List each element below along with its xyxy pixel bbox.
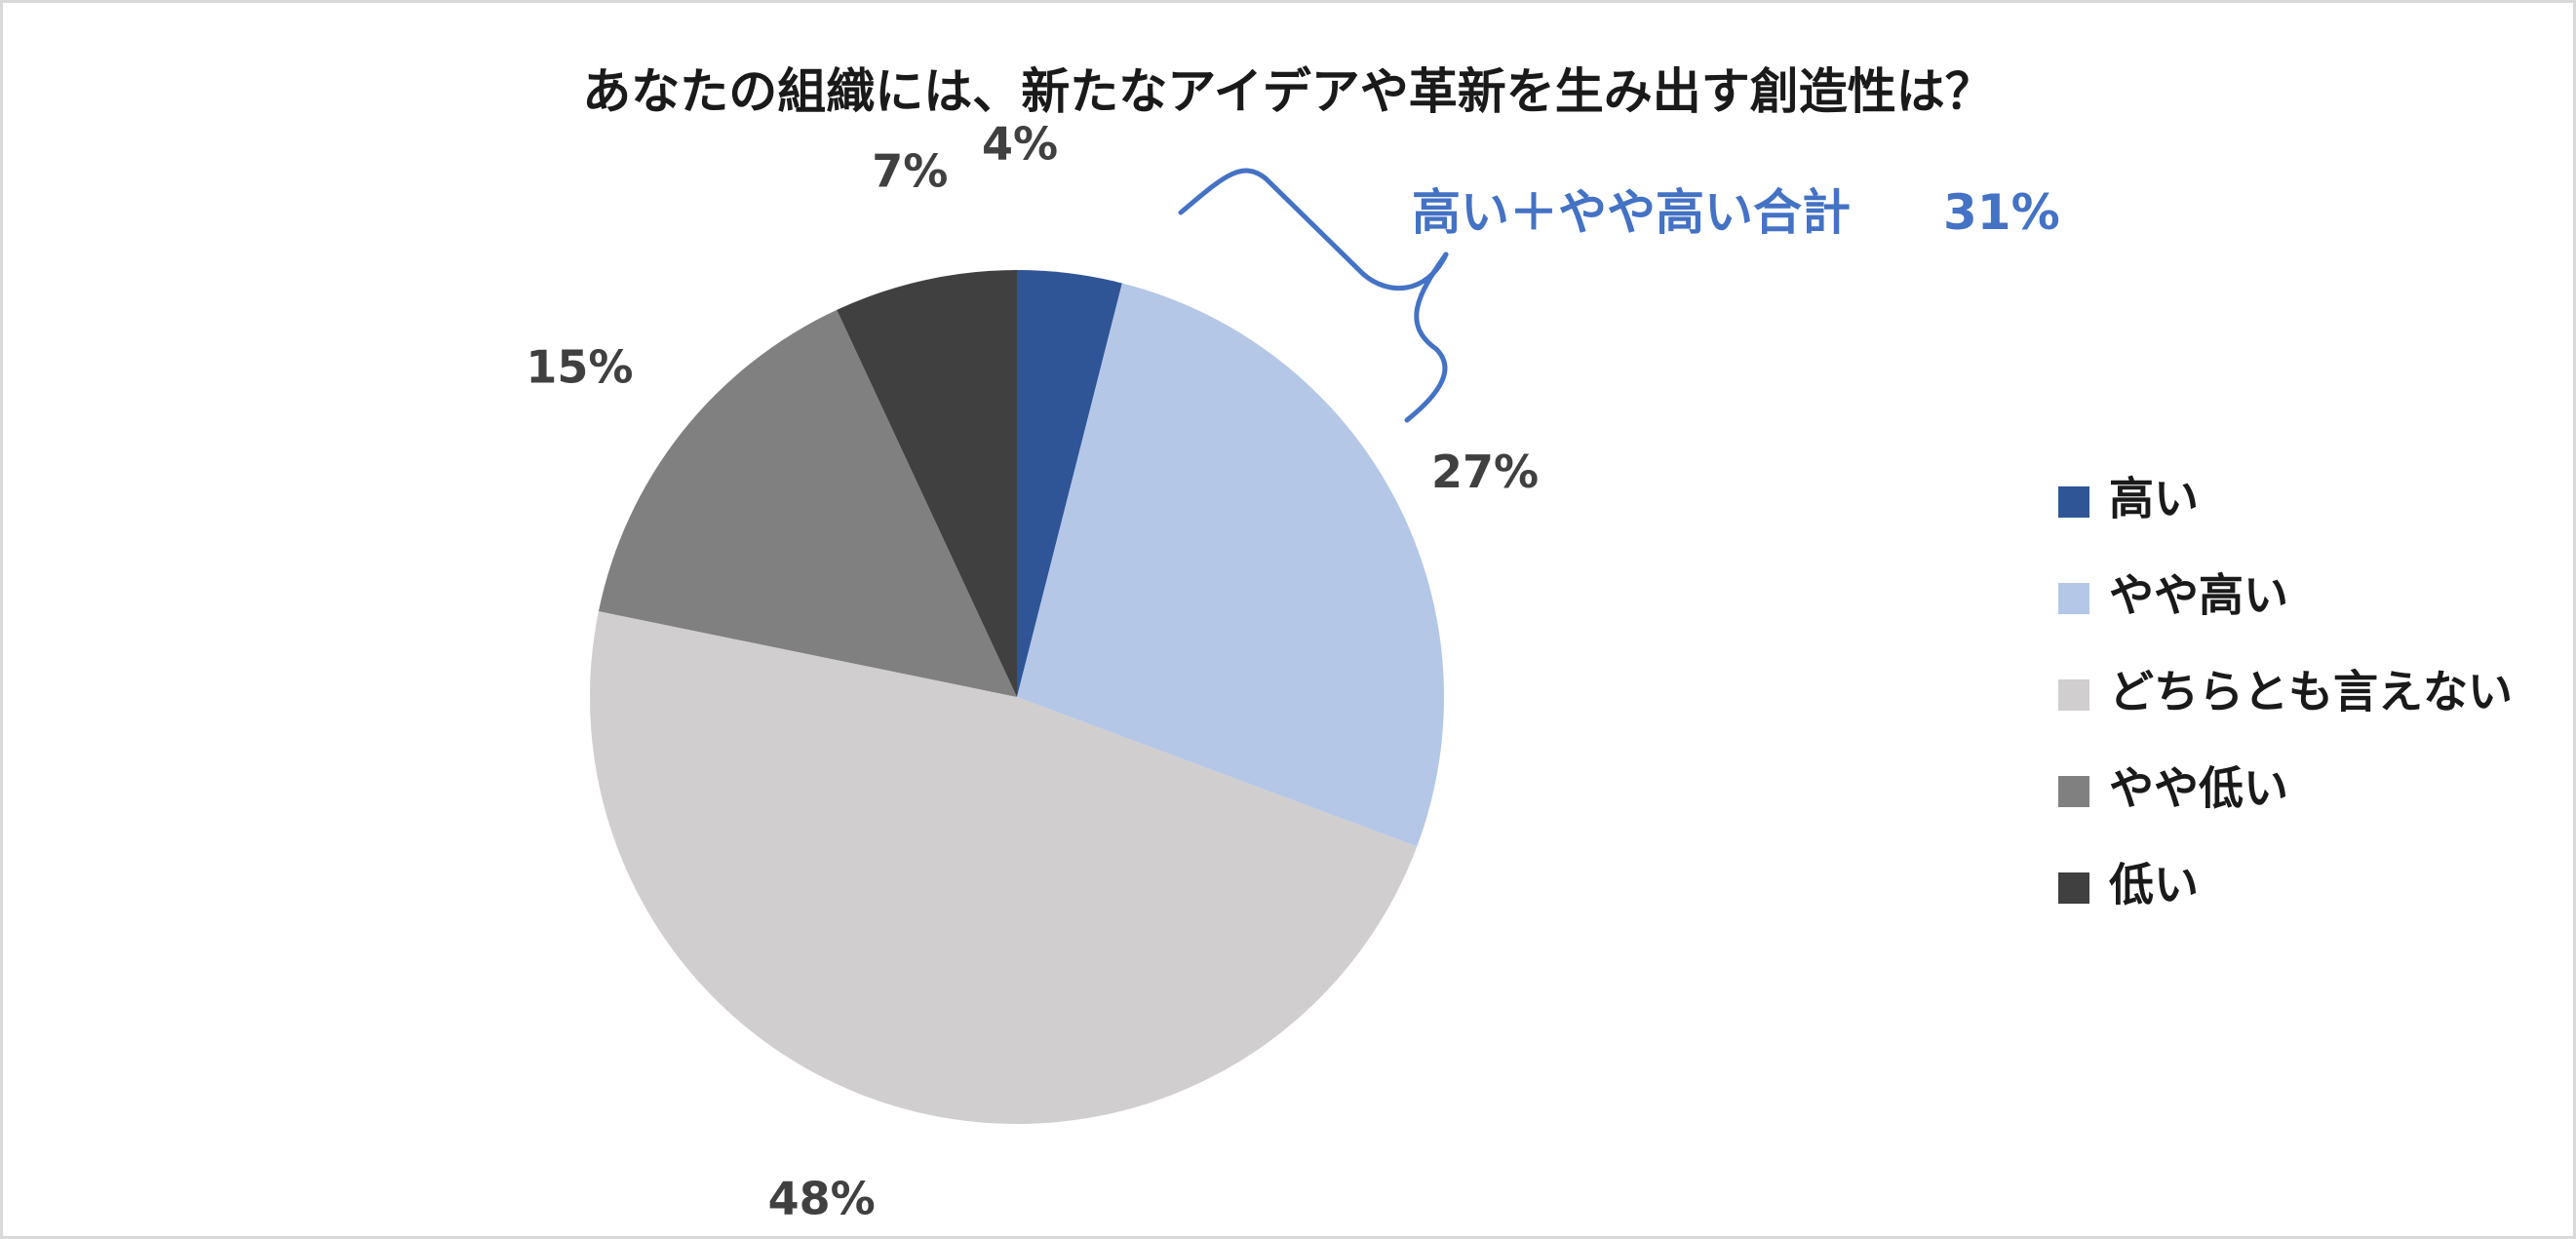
pie-slice-1 <box>1017 270 1122 697</box>
legend-label-3: どちらとも言えない <box>2109 666 2513 718</box>
pie-value-label-1: 4% <box>982 117 1058 170</box>
pie-slice-4 <box>598 309 1017 697</box>
pie-slice-2 <box>1017 283 1444 847</box>
legend-swatch-5 <box>2058 872 2089 904</box>
callout-brace-tail <box>1404 252 1449 423</box>
pie-value-label-3: 48% <box>768 1173 876 1225</box>
legend-swatch-2 <box>2058 583 2089 614</box>
pie-value-labels: 4% 27% 48% 15% 7% <box>526 117 1539 1224</box>
legend-swatch-4 <box>2058 776 2089 807</box>
legend-swatch-3 <box>2058 679 2089 711</box>
pie-chart: あなたの組織には、新たなアイデアや革新を生み出す創造性は？ 4% 27% 48% 15… <box>526 63 2513 1225</box>
pie-value-label-4: 15% <box>526 341 633 394</box>
pie-slice-5 <box>837 270 1017 697</box>
pie-value-label-5: 7% <box>872 144 948 197</box>
pie-slices <box>590 270 1444 1124</box>
legend-label-2: やや高い <box>2109 569 2288 622</box>
callout-label: 高い＋やや高い合計 <box>1412 184 1851 241</box>
legend-label-5: 低い <box>2109 859 2199 911</box>
callout-brace <box>1178 168 1449 290</box>
chart-title: あなたの組織には、新たなアイデアや革新を生み出す創造性は？ <box>582 63 1994 120</box>
legend-label-4: やや低い <box>2109 762 2288 815</box>
callout-value: 31% <box>1943 184 2060 241</box>
legend-swatch-1 <box>2058 486 2089 518</box>
pie-value-label-2: 27% <box>1431 445 1539 498</box>
pie-slice-3 <box>590 611 1418 1124</box>
legend-label-1: 高い <box>2109 473 2199 525</box>
